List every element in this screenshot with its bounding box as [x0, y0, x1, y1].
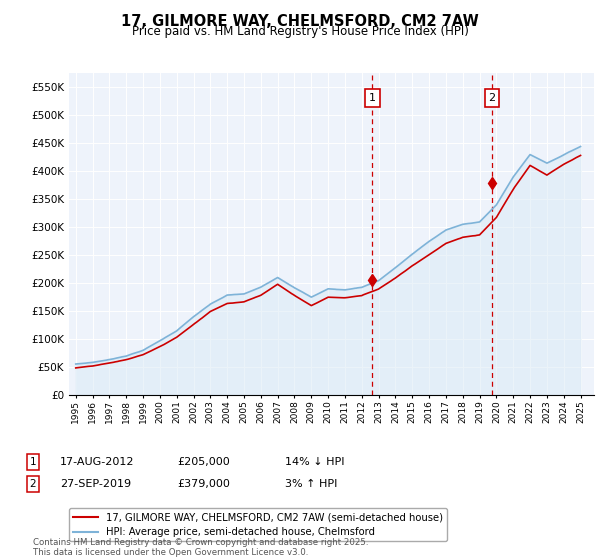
Text: Contains HM Land Registry data © Crown copyright and database right 2025.
This d: Contains HM Land Registry data © Crown c…	[33, 538, 368, 557]
Text: Price paid vs. HM Land Registry's House Price Index (HPI): Price paid vs. HM Land Registry's House …	[131, 25, 469, 38]
Text: 17-AUG-2012: 17-AUG-2012	[60, 457, 134, 467]
Text: £205,000: £205,000	[177, 457, 230, 467]
Legend: 17, GILMORE WAY, CHELMSFORD, CM2 7AW (semi-detached house), HPI: Average price, : 17, GILMORE WAY, CHELMSFORD, CM2 7AW (se…	[69, 508, 447, 542]
Text: 17, GILMORE WAY, CHELMSFORD, CM2 7AW: 17, GILMORE WAY, CHELMSFORD, CM2 7AW	[121, 14, 479, 29]
Text: 2: 2	[29, 479, 37, 489]
Text: 2: 2	[488, 93, 496, 103]
Text: 14% ↓ HPI: 14% ↓ HPI	[285, 457, 344, 467]
Text: £379,000: £379,000	[177, 479, 230, 489]
Text: 27-SEP-2019: 27-SEP-2019	[60, 479, 131, 489]
Text: 1: 1	[29, 457, 37, 467]
Text: 3% ↑ HPI: 3% ↑ HPI	[285, 479, 337, 489]
Text: 1: 1	[369, 93, 376, 103]
